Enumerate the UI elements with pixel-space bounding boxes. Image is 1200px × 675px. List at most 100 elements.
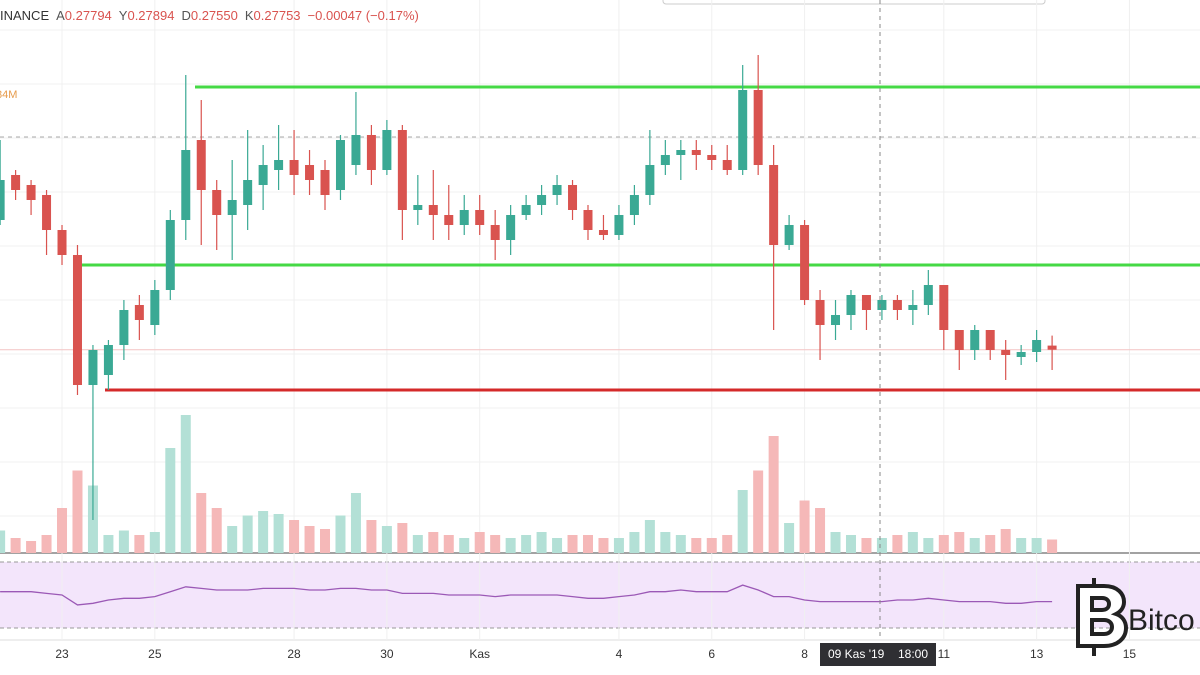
- candle-body: [521, 205, 531, 215]
- volume-bar: [505, 538, 516, 553]
- candle-body: [645, 165, 655, 195]
- ohlc-label: D: [181, 8, 191, 23]
- candle-body: [11, 175, 21, 190]
- candle-body: [103, 345, 113, 375]
- volume-bar: [691, 538, 702, 553]
- volume-bar: [722, 535, 733, 553]
- candle-body: [366, 135, 376, 170]
- volume-bar: [969, 538, 980, 553]
- volume-bar: [815, 508, 826, 553]
- candle-body: [784, 225, 794, 245]
- volume-bar: [567, 535, 578, 553]
- volume-bar: [1031, 538, 1042, 553]
- ohlc-value: 0.27550: [190, 8, 238, 23]
- volume-bar: [350, 493, 361, 553]
- x-tick-label: 28: [287, 647, 301, 661]
- volume-bar: [134, 535, 145, 553]
- volume-bar: [459, 538, 470, 553]
- volume-bar: [242, 515, 253, 553]
- volume-bar: [149, 532, 160, 553]
- rsi-band: [0, 562, 1200, 628]
- candle-body: [258, 165, 268, 185]
- volume-bar: [335, 515, 346, 553]
- candle-body: [1001, 350, 1011, 355]
- candle-body: [629, 195, 639, 215]
- volume-bar: [845, 535, 856, 553]
- watermark: Bitco: [1076, 578, 1195, 656]
- watermark-text: Bitco: [1128, 604, 1195, 637]
- volume-bar: [613, 538, 624, 553]
- candle-body: [335, 140, 345, 190]
- marks: [0, 55, 1200, 606]
- volume-bar: [629, 532, 640, 553]
- crosshair-date: 09 Kas '19: [828, 647, 885, 661]
- candle-body: [707, 155, 717, 160]
- volume-bar: [381, 526, 392, 553]
- volume-bar: [582, 535, 593, 553]
- x-tick-label: 4: [616, 647, 623, 661]
- candle-body: [691, 150, 701, 155]
- candle-body: [985, 330, 995, 350]
- volume-bar: [753, 470, 764, 553]
- x-tick-label: 11: [938, 647, 951, 661]
- x-tick-label: 8: [801, 647, 808, 661]
- candle-body: [815, 300, 825, 325]
- candle-body: [243, 180, 253, 205]
- volume-bar: [0, 530, 6, 553]
- candle-body: [537, 195, 547, 205]
- candle-body: [769, 165, 779, 245]
- volume-bar: [118, 530, 129, 553]
- candle-body: [428, 205, 438, 215]
- volume-bar: [320, 529, 331, 553]
- candle-body: [846, 295, 856, 315]
- volume-bar: [397, 523, 408, 553]
- volume-bar: [985, 535, 996, 553]
- candle-body: [753, 90, 763, 165]
- volume-label: 84M: [0, 89, 17, 101]
- candle-body: [568, 185, 578, 210]
- volume-bar: [26, 541, 37, 553]
- candle-body: [274, 160, 284, 170]
- volume-bar: [923, 538, 934, 553]
- candle-body: [738, 90, 748, 170]
- candle-body: [150, 290, 160, 325]
- volume-bar: [675, 535, 686, 553]
- candle-body: [196, 140, 206, 190]
- volume-bar: [1000, 529, 1011, 553]
- x-tick-label: 13: [1030, 647, 1044, 661]
- candle-body: [459, 210, 469, 225]
- volume-bar: [103, 535, 114, 553]
- volume-bar: [490, 535, 501, 553]
- candle-body: [939, 285, 949, 330]
- candle-body: [831, 315, 841, 325]
- candle-body: [583, 210, 593, 230]
- ohlc-label: A: [56, 8, 65, 23]
- candle-body: [351, 135, 361, 165]
- candle-body: [0, 180, 5, 220]
- candle-body: [1032, 340, 1042, 352]
- volume-bar: [907, 532, 918, 553]
- volume-bar: [41, 535, 52, 553]
- watermark-logo: [1076, 584, 1129, 648]
- candle-body: [722, 160, 732, 170]
- candle-body: [305, 165, 315, 180]
- candle-body: [598, 230, 608, 235]
- volume-bar: [227, 526, 238, 553]
- candle-body: [475, 210, 485, 225]
- candle-body: [320, 170, 330, 195]
- candle-body: [1047, 345, 1057, 350]
- candle-body: [923, 285, 933, 305]
- volume-bar: [428, 532, 439, 553]
- volume-bar: [536, 532, 547, 553]
- candle-body: [490, 225, 500, 240]
- volume-bar: [211, 508, 222, 553]
- ohlc-item: D0.27550: [181, 8, 237, 23]
- ohlc-item: Y0.27894: [119, 8, 175, 23]
- volume-bar: [954, 532, 965, 553]
- candle-body: [397, 130, 407, 210]
- ohlc-label: K: [244, 8, 254, 23]
- volume-bar: [10, 538, 21, 553]
- rsi-line: [0, 584, 1053, 606]
- candle-body: [119, 310, 129, 345]
